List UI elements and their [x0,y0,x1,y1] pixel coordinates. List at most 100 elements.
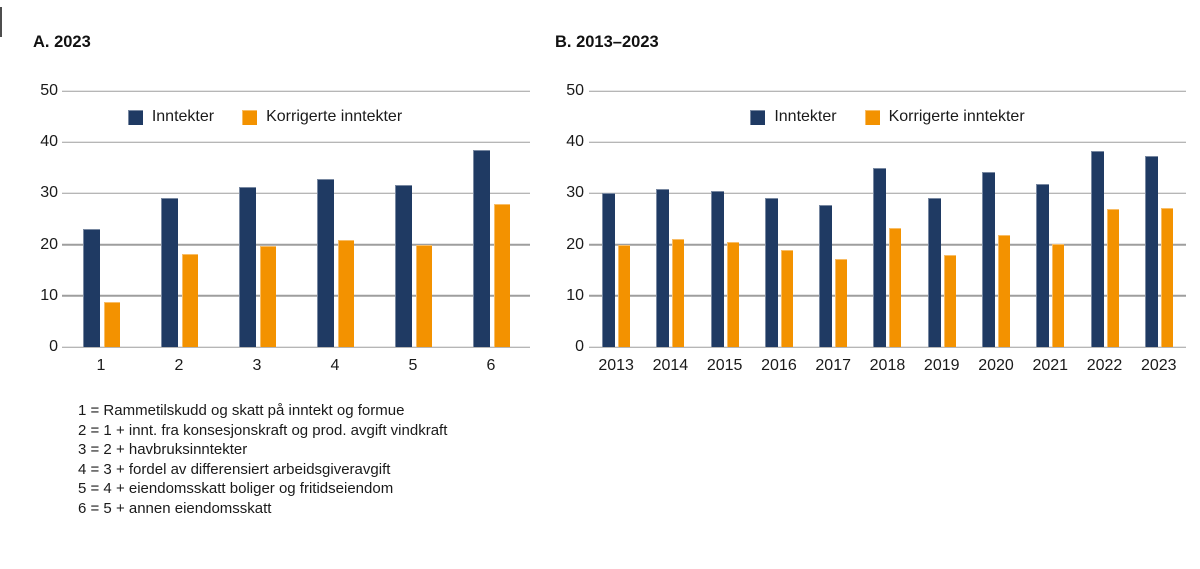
category-key-line: 4 = 3 + fordel av differensiert arbeidsg… [78,460,391,478]
bar-korrigerte-inntekter [181,253,198,347]
bar-inntekter [238,187,256,347]
bar-korrigerte-inntekter [1052,243,1065,347]
legend-item: Inntekter [750,108,837,126]
bar-inntekter [160,198,178,347]
x-tick-label: 2016 [761,357,797,374]
plot-area: Inntekter Korrigerte inntekter [62,90,530,348]
x-tick-label: 2021 [1032,357,1069,374]
bar-group [860,91,914,347]
bar-korrigerte-inntekter [672,239,685,347]
x-tick-label: 5 [408,357,418,374]
bar-korrigerte-inntekter [259,246,276,347]
category-key-line: 1 = Rammetilskudd og skatt på inntekt og… [78,402,405,419]
bar-korrigerte-inntekter [103,301,120,347]
y-tick-label: 30 [40,184,58,202]
panel-b-title: B. 2013–2023 [555,33,659,51]
y-tick-label: 30 [566,184,584,202]
bar-group [296,91,374,347]
y-tick-label: 50 [566,82,584,99]
bar-korrigerte-inntekter [835,259,848,347]
legend-swatch [242,109,258,125]
x-tick-label: 3 [252,357,262,374]
x-axis-labels: 2013 2014 2015 2016 2017 2018 2019 2020 2021 2022… [589,357,1186,375]
bar-group [218,91,296,347]
panel-a-title: A. 2023 [33,33,91,51]
bar-korrigerte-inntekter [415,244,432,347]
bar-korrigerte-inntekter [780,250,793,347]
legend-label: Korrigerte inntekter [266,108,403,125]
category-key-line: 6 = 5 + annen eiendomsskatt [78,499,272,517]
y-axis: 0 10 20 30 40 50 [546,82,584,355]
bar-inntekter [819,204,833,347]
bar-inntekter [1090,150,1104,347]
bar-inntekter [656,189,670,347]
x-tick-label: 1 [96,357,106,374]
bar-inntekter [316,179,334,347]
bar-inntekter [1144,156,1158,347]
bar-group [752,91,806,347]
y-tick-label: 0 [49,338,58,355]
bar-korrigerte-inntekter [889,228,902,347]
bar-inntekter [1036,184,1050,347]
x-tick-label: 2022 [1086,357,1123,374]
bar-korrigerte-inntekter [1160,207,1173,347]
bar-group [589,91,643,347]
y-tick-label: 0 [575,338,584,355]
figure-edge-mark [0,7,2,37]
bar-korrigerte-inntekter [337,240,354,347]
category-key: 1 = Rammetilskudd og skatt på inntekt og… [78,401,447,518]
bar-korrigerte-inntekter [943,255,956,347]
gridline [589,141,1186,143]
gridline [62,192,530,195]
bar-inntekter [602,193,616,347]
x-tick-label: 2019 [923,357,960,374]
plot-area: Inntekter Korrigerte inntekter [589,90,1186,348]
legend-swatch [864,109,880,125]
legend-label: Inntekter [151,108,215,125]
bar-groups [62,91,530,347]
y-tick-label: 50 [40,82,58,99]
y-tick-label: 10 [566,286,584,304]
bar-korrigerte-inntekter [997,235,1010,347]
legend-item: Korrigerte inntekter [864,108,1025,126]
category-key-line: 5 = 4 + eiendomsskatt boliger og fritids… [78,480,394,497]
gridline [62,90,530,92]
y-tick-label: 20 [40,235,58,253]
bar-inntekter [394,184,412,347]
gridline [62,346,530,348]
x-tick-label: 2013 [598,357,634,374]
x-tick-label: 2017 [815,357,851,374]
bar-inntekter [927,197,941,347]
bar-korrigerte-inntekter [726,242,739,347]
gridline [62,243,530,246]
bar-group [698,91,752,347]
gridline [62,295,530,297]
legend: Inntekter Korrigerte inntekter [62,108,530,126]
bar-group [806,91,860,347]
legend-item: Inntekter [127,108,215,126]
bar-group [1077,91,1131,347]
legend-swatch [127,109,143,125]
bar-group [452,91,530,347]
bar-group [643,91,697,347]
bar-korrigerte-inntekter [493,203,510,347]
gridline [589,90,1186,92]
category-key-line: 2 = 1 + innt. fra konsesjonskraft og pro… [78,421,448,439]
x-axis-labels: 1 2 3 4 5 6 [62,357,530,375]
gridline [62,141,530,143]
y-tick-label: 40 [40,133,58,151]
bar-inntekter [82,229,100,347]
legend: Inntekter Korrigerte inntekter [589,108,1186,126]
bar-group [969,91,1023,347]
bar-group [374,91,452,347]
legend-label: Korrigerte inntekter [888,108,1025,125]
gridline [589,243,1186,246]
bar-group [62,91,140,347]
x-tick-label: 2015 [706,357,743,374]
x-tick-label: 6 [486,357,496,374]
bar-group [140,91,218,347]
bar-group [915,91,969,347]
bar-korrigerte-inntekter [1106,208,1119,347]
bar-inntekter [981,172,995,347]
